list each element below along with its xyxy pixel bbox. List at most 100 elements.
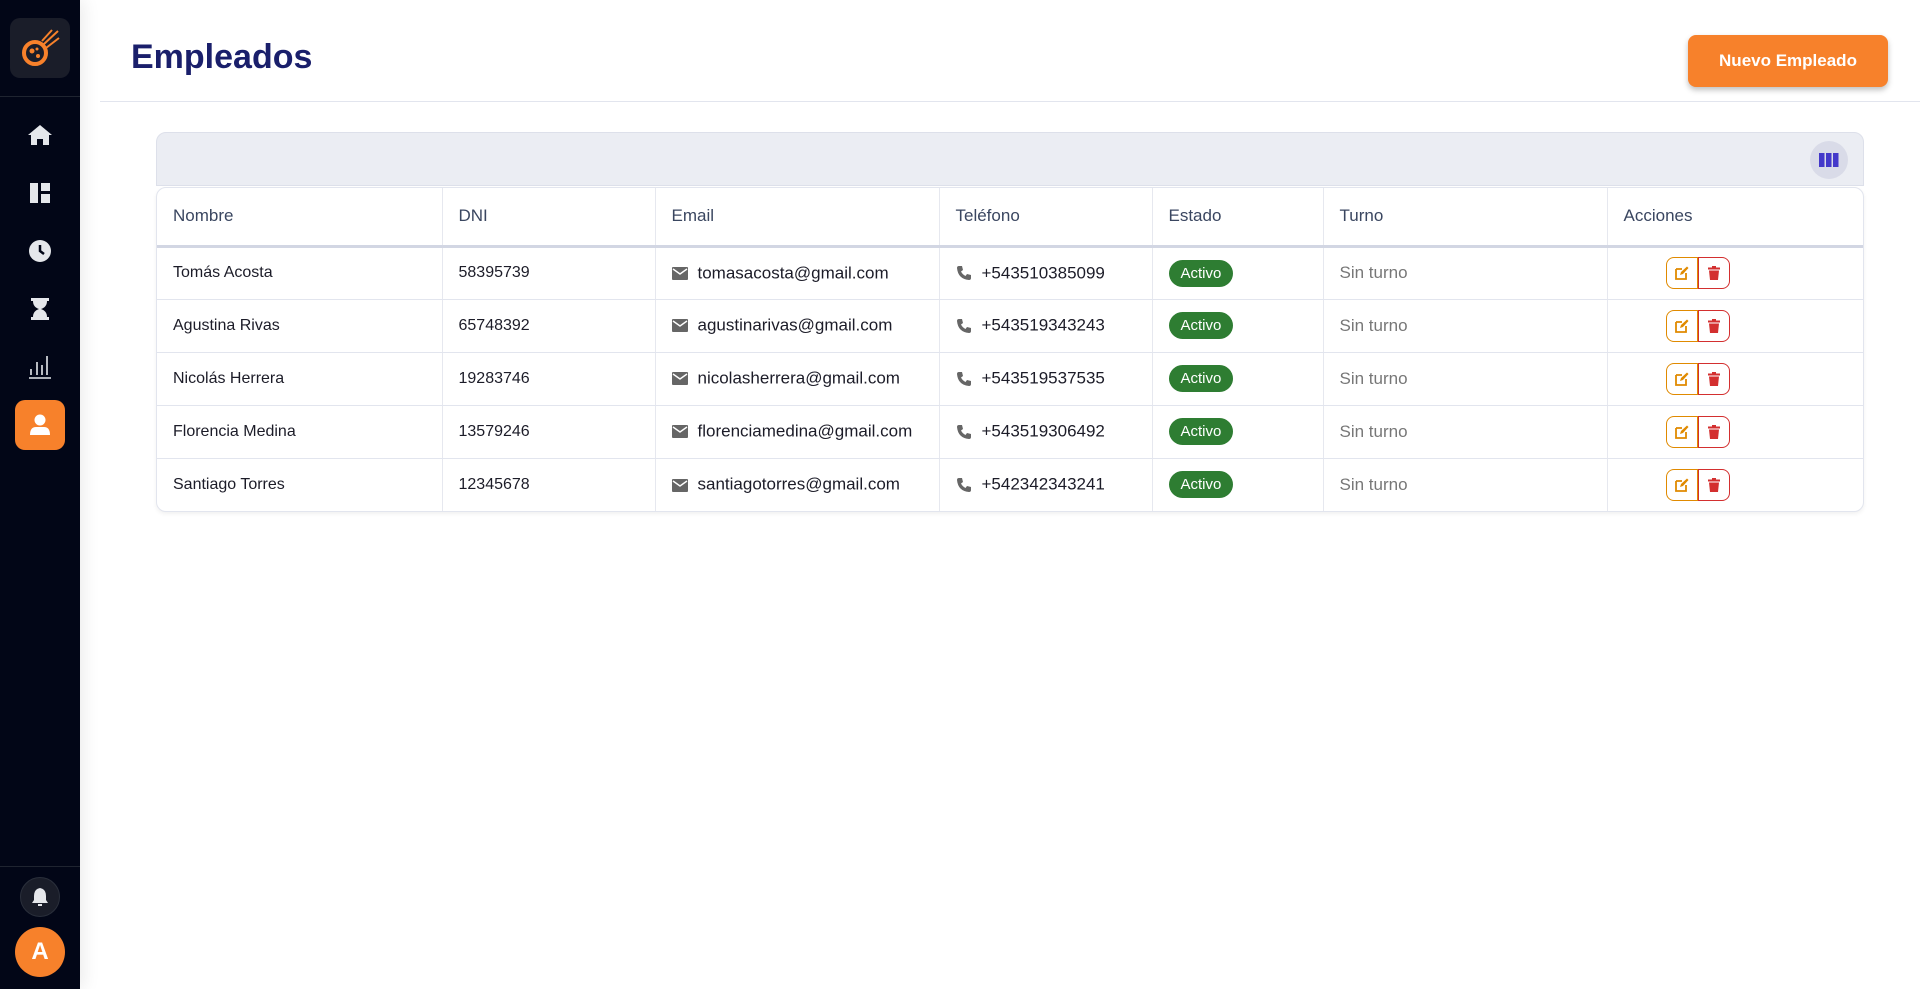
actions-cell <box>1607 299 1863 353</box>
notifications-button[interactable] <box>20 877 60 917</box>
status-cell: Activo <box>1152 352 1324 406</box>
nav-employees[interactable] <box>15 400 65 450</box>
employee-email: florenciamedina@gmail.com <box>697 421 913 441</box>
dashboard-icon <box>30 183 50 203</box>
status-badge: Activo <box>1168 312 1234 339</box>
status-cell: Activo <box>1152 458 1324 511</box>
phone-cell: +543519537535 <box>939 352 1153 406</box>
nav-hourglass[interactable] <box>15 284 65 334</box>
user-icon <box>30 414 50 435</box>
employee-name: Agustina Rivas <box>157 299 443 353</box>
columns-icon <box>1819 153 1839 167</box>
bell-icon <box>32 888 48 906</box>
employee-dni: 19283746 <box>442 352 656 406</box>
edit-icon <box>1675 266 1689 280</box>
column-header[interactable]: Estado <box>1152 188 1324 248</box>
nav-dashboard[interactable] <box>15 168 65 218</box>
nav-reports[interactable] <box>15 342 65 392</box>
column-header[interactable]: Turno <box>1323 188 1608 248</box>
email-cell: florenciamedina@gmail.com <box>655 405 940 459</box>
actions-cell <box>1607 405 1863 459</box>
phone-icon <box>956 318 971 333</box>
table-row: Santiago Torres 12345678 santiagotorres@… <box>157 458 1863 511</box>
trash-icon <box>1708 266 1721 280</box>
actions-cell <box>1607 352 1863 406</box>
actions-cell <box>1607 458 1863 511</box>
employee-shift: Sin turno <box>1323 458 1608 511</box>
trash-icon <box>1708 424 1721 439</box>
edit-button[interactable] <box>1666 309 1699 342</box>
new-employee-button[interactable]: Nuevo Empleado <box>1688 35 1888 87</box>
clock-icon <box>29 240 51 262</box>
status-cell: Activo <box>1152 405 1324 459</box>
delete-button[interactable] <box>1698 257 1731 289</box>
sidebar: A <box>0 0 80 989</box>
employee-email: agustinarivas@gmail.com <box>697 315 893 335</box>
status-badge: Activo <box>1168 259 1234 287</box>
employee-phone: +543519537535 <box>981 368 1105 388</box>
edit-button[interactable] <box>1666 362 1699 395</box>
table-row: Tomás Acosta 58395739 tomasacosta@gmail.… <box>157 246 1863 300</box>
status-badge: Activo <box>1168 365 1234 392</box>
nav-clock[interactable] <box>15 226 65 276</box>
employee-name: Nicolás Herrera <box>157 352 443 406</box>
actions-cell <box>1607 246 1863 300</box>
column-header[interactable]: DNI <box>442 188 656 248</box>
edit-button[interactable] <box>1666 415 1699 448</box>
email-icon <box>671 425 688 439</box>
table-row: Agustina Rivas 65748392 agustinarivas@gm… <box>157 299 1863 353</box>
divider <box>0 96 80 97</box>
employee-email: tomasacosta@gmail.com <box>697 263 889 283</box>
employees-table: Nombre DNI Email Teléfono Estado Turno Accione… <box>156 187 1864 512</box>
column-header[interactable]: Acciones <box>1607 188 1863 248</box>
phone-cell: +543510385099 <box>939 246 1153 300</box>
nav-home[interactable] <box>15 110 65 160</box>
employee-name: Tomás Acosta <box>157 246 443 300</box>
phone-cell: +542342343241 <box>939 458 1153 511</box>
table-row: Florencia Medina 13579246 florenciamedin… <box>157 405 1863 459</box>
delete-button[interactable] <box>1698 415 1731 448</box>
employee-dni: 12345678 <box>442 458 656 511</box>
delete-button[interactable] <box>1698 362 1731 395</box>
edit-button[interactable] <box>1666 257 1699 289</box>
phone-cell: +543519306492 <box>939 405 1153 459</box>
trash-icon <box>1708 477 1721 492</box>
email-cell: tomasacosta@gmail.com <box>655 246 940 300</box>
edit-button[interactable] <box>1666 468 1699 501</box>
email-cell: santiagotorres@gmail.com <box>655 458 940 511</box>
employee-dni: 13579246 <box>442 405 656 459</box>
home-icon <box>28 125 52 145</box>
app-logo[interactable] <box>10 18 70 78</box>
trash-icon <box>1708 318 1721 333</box>
header-divider <box>100 101 1920 102</box>
email-icon <box>671 372 688 386</box>
trash-icon <box>1708 371 1721 386</box>
employee-shift: Sin turno <box>1323 246 1608 300</box>
phone-icon <box>956 424 971 439</box>
columns-button[interactable] <box>1810 141 1848 179</box>
delete-button[interactable] <box>1698 309 1731 342</box>
employee-email: nicolasherrera@gmail.com <box>697 368 900 388</box>
column-header[interactable]: Nombre <box>157 188 443 248</box>
status-badge: Activo <box>1168 471 1234 499</box>
employee-phone: +543519306492 <box>981 421 1105 441</box>
table-toolbar <box>156 132 1864 186</box>
delete-button[interactable] <box>1698 468 1731 501</box>
column-header[interactable]: Teléfono <box>939 188 1153 248</box>
email-icon <box>671 478 688 492</box>
status-cell: Activo <box>1152 246 1324 300</box>
employee-shift: Sin turno <box>1323 405 1608 459</box>
employee-phone: +542342343241 <box>981 475 1105 494</box>
table-row: Nicolás Herrera 19283746 nicolasherrera@… <box>157 352 1863 406</box>
column-header[interactable]: Email <box>655 188 940 248</box>
edit-icon <box>1675 425 1689 439</box>
edit-icon <box>1675 319 1689 333</box>
edit-icon <box>1675 372 1689 386</box>
email-cell: nicolasherrera@gmail.com <box>655 352 940 406</box>
user-avatar[interactable]: A <box>15 927 65 977</box>
employee-email: santiagotorres@gmail.com <box>697 475 900 494</box>
email-icon <box>671 266 688 280</box>
employee-dni: 58395739 <box>442 246 656 300</box>
phone-cell: +543519343243 <box>939 299 1153 353</box>
employee-name: Santiago Torres <box>157 458 443 511</box>
